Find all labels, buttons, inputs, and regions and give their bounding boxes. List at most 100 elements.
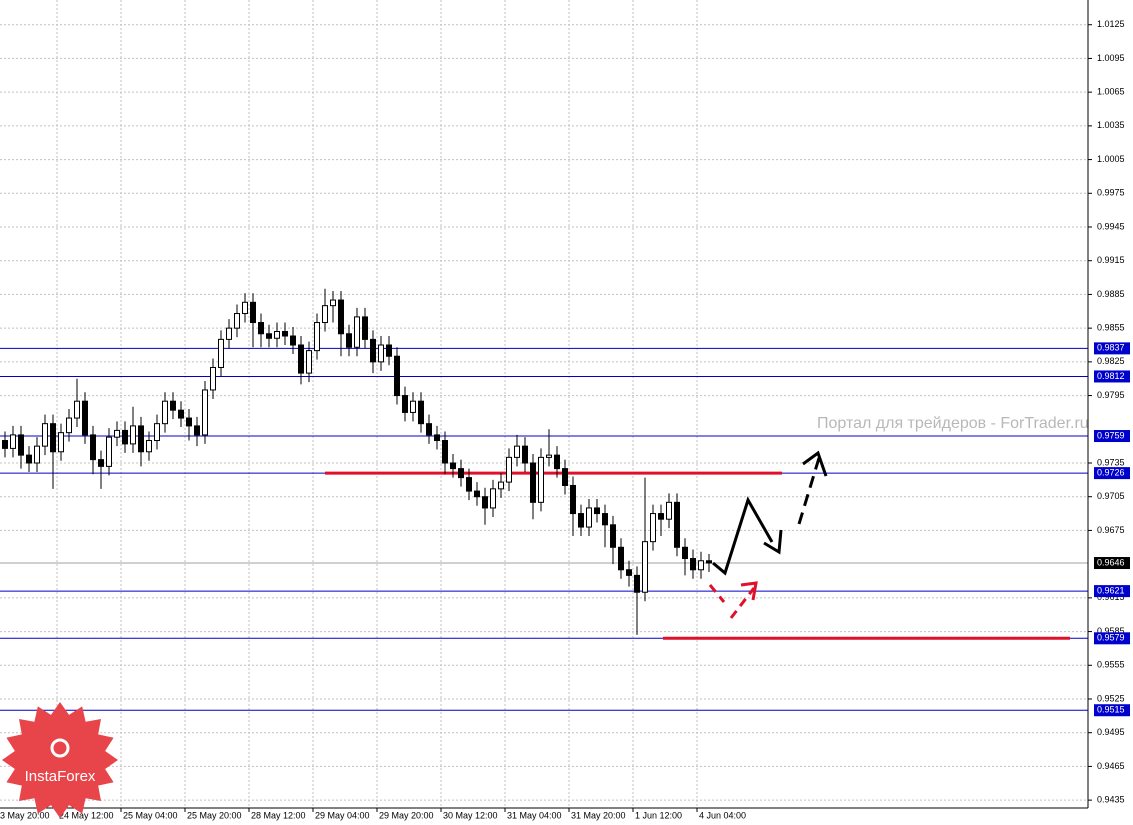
y-tick-label: 0.9675 — [1097, 525, 1125, 535]
candle-body — [402, 395, 408, 413]
candle-body — [66, 417, 72, 434]
candle-body — [106, 436, 112, 467]
level-label: 0.9726 — [1097, 467, 1125, 477]
candle-body — [154, 423, 160, 442]
level-label: 0.9759 — [1097, 430, 1125, 440]
candle-body — [626, 569, 632, 576]
level-tag — [1094, 430, 1130, 443]
candle-body — [690, 558, 696, 571]
candle-body — [442, 440, 448, 464]
candle-body — [458, 468, 464, 479]
candle-body — [282, 331, 288, 337]
candle-body — [610, 524, 616, 548]
candle-body — [186, 417, 192, 427]
x-tick-label: 29 May 20:00 — [379, 810, 434, 820]
candle-body — [258, 322, 264, 335]
candle-body — [322, 305, 328, 324]
y-tick-label: 1.0095 — [1097, 53, 1125, 63]
x-tick-label: 30 May 12:00 — [443, 810, 498, 820]
candle-body — [234, 313, 240, 329]
candle-body — [74, 400, 80, 419]
candle-body — [426, 423, 432, 436]
candle-body — [586, 507, 592, 528]
level-tag — [1094, 632, 1130, 645]
candle-body — [578, 513, 584, 528]
candle-body — [466, 477, 472, 492]
x-tick-label: 25 May 04:00 — [123, 810, 178, 820]
candle-body — [378, 344, 384, 363]
candle-body — [290, 335, 296, 346]
x-tick-label: 23 May 20:00 — [0, 810, 50, 820]
candle-body — [490, 488, 496, 509]
candle-body — [306, 350, 312, 374]
forecast — [708, 450, 828, 619]
candle-body — [42, 423, 48, 447]
candle-body — [18, 434, 24, 456]
candle-body — [562, 468, 568, 486]
candle-body — [698, 560, 704, 571]
candle-body — [602, 513, 608, 526]
candle-body — [594, 507, 600, 515]
candle-body — [298, 344, 304, 374]
y-tick-label: 0.9795 — [1097, 390, 1125, 400]
y-tick-label: 0.9525 — [1097, 693, 1125, 703]
candle-body — [634, 574, 640, 593]
candle-body — [50, 423, 56, 453]
candle-body — [170, 400, 176, 411]
candle-body — [546, 454, 552, 458]
candle-body — [706, 560, 712, 564]
y-tick-label: 0.9735 — [1097, 457, 1125, 467]
candle-body — [682, 546, 688, 560]
level-tag — [1094, 467, 1130, 480]
level-tag — [1094, 342, 1130, 355]
y-tick-label: 0.9465 — [1097, 761, 1125, 771]
x-tick-label: 28 May 12:00 — [251, 810, 306, 820]
candle-body — [130, 425, 136, 445]
candle-body — [450, 462, 456, 470]
x-tick-label: 31 May 04:00 — [507, 810, 562, 820]
logo-text: InstaForex — [25, 768, 96, 785]
y-tick-label: 0.9435 — [1097, 795, 1125, 805]
logo: InstaForex — [2, 702, 118, 818]
candle-body — [330, 299, 336, 307]
forecast-dashed — [797, 457, 821, 525]
candle-body — [650, 513, 656, 543]
candle-body — [434, 434, 440, 442]
candle-body — [242, 301, 248, 315]
logo-burst — [2, 702, 118, 818]
candle-body — [114, 429, 120, 438]
candle-body — [2, 440, 8, 449]
logo-icon — [50, 738, 70, 758]
candle-body — [226, 327, 232, 340]
candle-body — [666, 501, 672, 520]
y-tick-label: 1.0035 — [1097, 120, 1125, 130]
candle-body — [210, 366, 216, 391]
level-label: 0.9621 — [1097, 585, 1125, 595]
arrow-head — [802, 450, 828, 477]
candle-body — [34, 445, 40, 464]
level-label: 0.9579 — [1097, 633, 1125, 643]
candle-body — [178, 409, 184, 419]
candle-body — [514, 445, 520, 458]
candle-body — [122, 429, 128, 445]
x-tick-label: 1 Jun 12:00 — [635, 810, 682, 820]
candle-body — [266, 333, 272, 339]
candle-body — [674, 501, 680, 548]
levels: 0.98370.98120.97590.97260.96210.95790.95… — [0, 342, 1130, 717]
y-tick-label: 0.9975 — [1097, 188, 1125, 198]
candle-body — [386, 344, 392, 357]
candles — [2, 288, 712, 635]
watermark: Портал для трейдеров - ForTrader.ru — [817, 415, 1089, 432]
level-tag — [1094, 704, 1130, 717]
price-tag — [1094, 557, 1130, 570]
candle-body — [506, 456, 512, 483]
candle-body — [538, 456, 544, 503]
candle-body — [522, 445, 528, 464]
arrow-head — [740, 581, 758, 601]
candle-body — [58, 432, 64, 453]
candle-body — [642, 541, 648, 593]
level-label: 0.9515 — [1097, 705, 1125, 715]
y-tick-label: 0.9885 — [1097, 289, 1125, 299]
